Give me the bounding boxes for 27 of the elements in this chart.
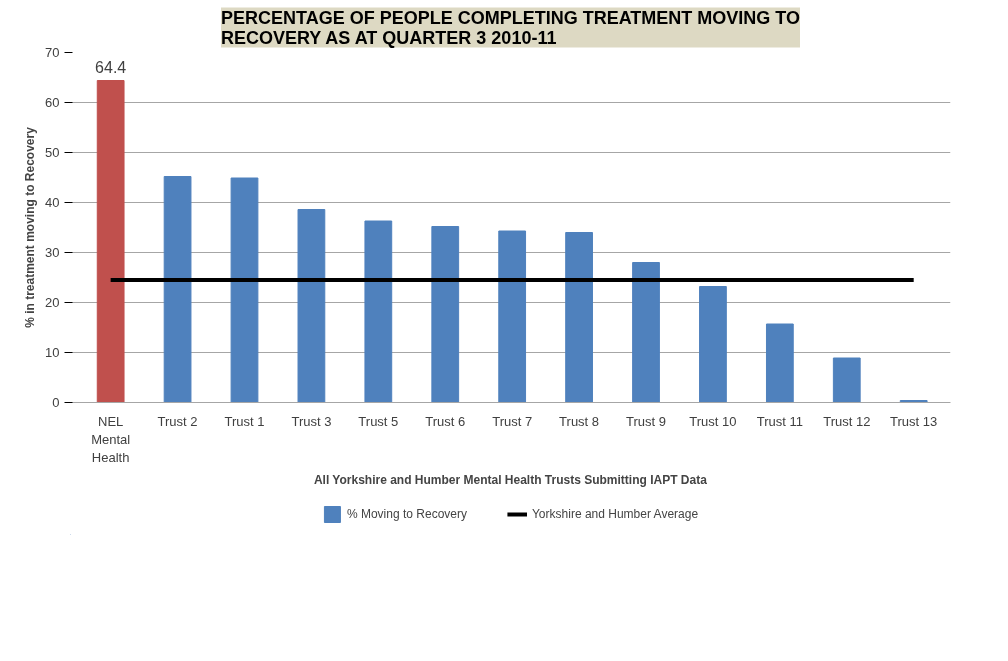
data-label: 64.4 <box>95 58 127 76</box>
x-tick-label: Trust 10 <box>689 413 737 429</box>
y-tick-label: 50 <box>45 145 60 160</box>
y-tick-label: 10 <box>45 345 60 360</box>
x-tick-label: Trust 3 <box>291 413 332 429</box>
x-tick-label: Trust 2 <box>157 413 198 429</box>
x-tick-label: Trust 7 <box>492 413 533 429</box>
chart-title: PERCENTAGE OF PEOPLE COMPLETING TREATMENT MOVING TO RECOVERY AS AT QUARTER 3 2010-11 <box>220 7 801 48</box>
x-axis-title: All Yorkshire and Humber Mental Health Trusts Submitting IAPT Data <box>313 472 708 487</box>
x-tick-label: Trust 5 <box>358 413 399 429</box>
y-tick-label: 0 <box>52 395 60 410</box>
x-tick-label: Trust 9 <box>626 413 667 429</box>
y-tick-label: 40 <box>45 195 60 210</box>
y-tick-label: 20 <box>45 295 60 310</box>
x-tick-label: Trust 12 <box>823 413 871 429</box>
y-axis-title: % in treatment moving to Recovery <box>23 126 38 328</box>
y-tick-label: 70 <box>45 45 60 60</box>
y-tick-label: 60 <box>45 95 60 110</box>
legend-label: Yorkshire and Humber Average <box>531 507 699 521</box>
x-tick-label: NEL Mental Health <box>91 413 131 465</box>
x-tick-label: Trust 11 <box>756 413 803 429</box>
x-tick-label: Trust 13 <box>890 413 938 429</box>
y-tick-label: 30 <box>45 245 60 260</box>
x-tick-label: Trust 1 <box>224 413 265 429</box>
x-tick-label: Trust 8 <box>559 413 600 429</box>
legend-label: % Moving to Recovery <box>346 507 467 521</box>
x-tick-label: Trust 6 <box>425 413 466 429</box>
